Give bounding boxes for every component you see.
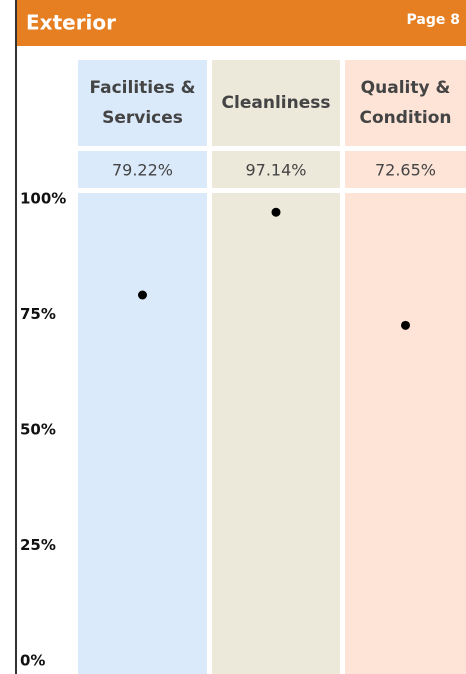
y-tick-label: 100% (20, 190, 66, 208)
header-bar (17, 0, 466, 46)
y-tick-label: 50% (20, 421, 56, 439)
category-label: Quality & Condition (359, 78, 452, 128)
y-tick-label: 0% (20, 652, 45, 670)
header-title: Exterior (26, 11, 116, 35)
row-gap (78, 188, 466, 193)
value-label: 72.65% (375, 161, 436, 180)
category-label: Cleanliness (221, 93, 331, 113)
category-label: Facilities & Services (89, 78, 196, 128)
page-number: Page 8 (407, 12, 460, 28)
y-tick-label: 25% (20, 536, 56, 554)
y-tick-label: 75% (20, 305, 56, 323)
value-label: 79.22% (112, 161, 173, 180)
column-bg (78, 60, 207, 674)
dot (138, 290, 147, 300)
dot (401, 320, 410, 330)
column-bg (345, 60, 466, 674)
column-bg (212, 60, 340, 674)
value-label: 97.14% (245, 161, 306, 180)
dot (271, 207, 281, 217)
row-gap (78, 146, 466, 151)
